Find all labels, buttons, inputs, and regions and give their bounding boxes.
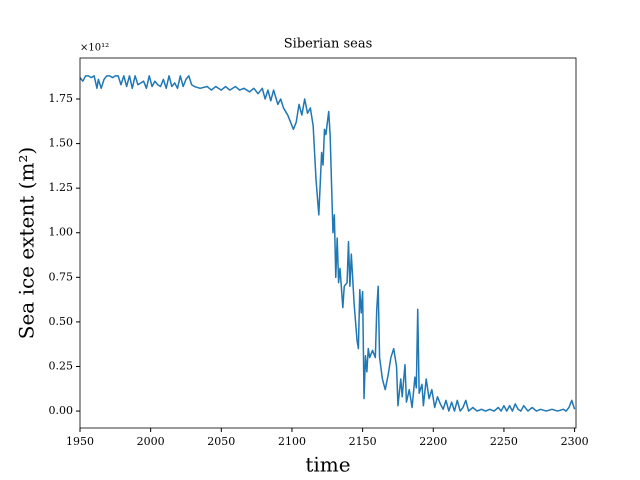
y-tick-label: 0.50 xyxy=(49,315,74,328)
data-line xyxy=(79,75,576,412)
y-tick-label: 0.25 xyxy=(49,359,74,372)
x-tick-label: 2050 xyxy=(207,435,235,448)
x-tick-label: 2200 xyxy=(419,435,447,448)
x-tick-label: 2150 xyxy=(349,435,377,448)
x-tick-label: 2100 xyxy=(278,435,306,448)
x-axis-label: time xyxy=(305,453,350,477)
y-tick-label: 0.00 xyxy=(49,404,74,417)
x-tick-label: 2300 xyxy=(561,435,589,448)
y-tick-label: 1.50 xyxy=(49,137,74,150)
y-tick-label: 1.75 xyxy=(49,92,74,105)
plot-frame xyxy=(79,57,577,429)
y-tick-label: 1.00 xyxy=(49,226,74,239)
x-tick-label: 2000 xyxy=(137,435,165,448)
y-offset-label: ×10¹² xyxy=(80,43,109,54)
y-tick-label: 0.75 xyxy=(49,270,74,283)
x-tick-label: 2250 xyxy=(490,435,518,448)
x-tick-label: 1950 xyxy=(66,435,94,448)
chart-title: Siberian seas xyxy=(284,37,373,52)
y-tick-label: 1.25 xyxy=(49,181,74,194)
y-axis-label: Sea ice extent (m²) xyxy=(15,147,39,339)
